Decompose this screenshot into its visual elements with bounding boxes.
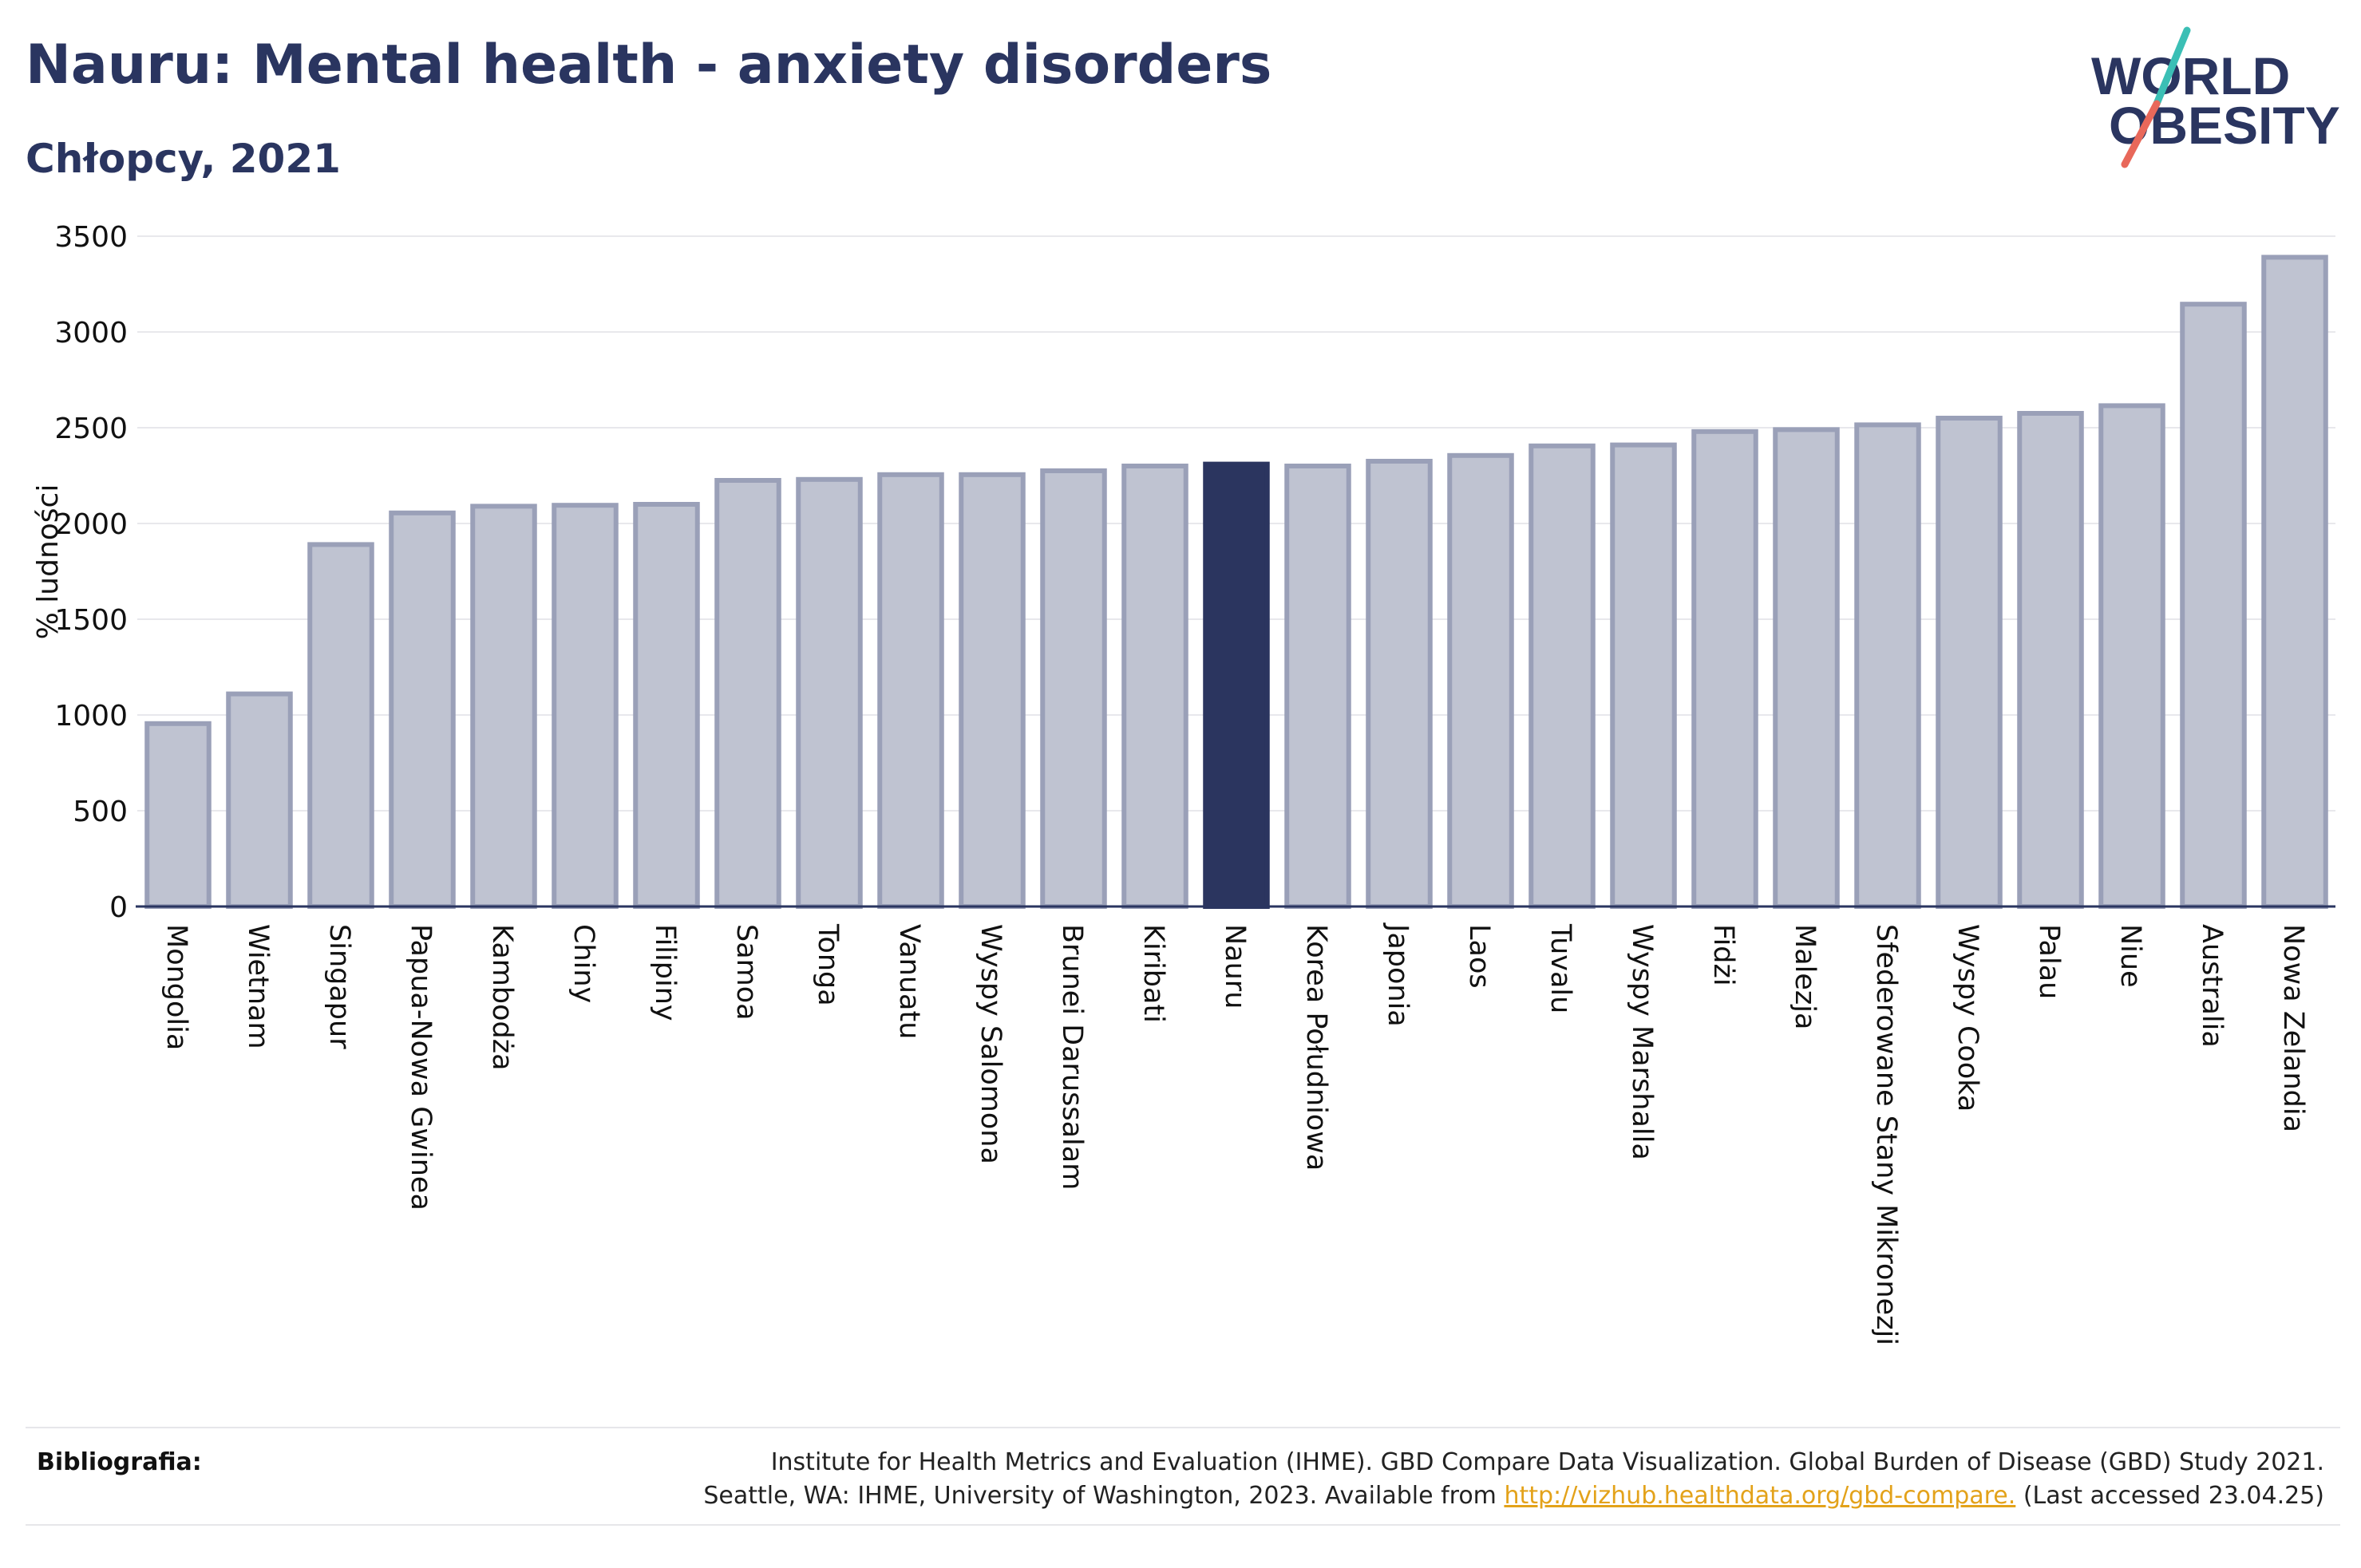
bar-filipiny: [633, 502, 700, 909]
y-tick-label: 2500: [54, 413, 128, 445]
x-tick-label: Korea Południowa: [1300, 924, 1332, 1171]
x-tick-label: Chiny: [568, 924, 599, 1003]
x-tick-label: Wyspy Salomona: [975, 924, 1006, 1164]
bar-tonga: [796, 476, 863, 909]
x-tick-label: Fidżi: [1707, 924, 1739, 986]
logo-slash-bottom: [2121, 100, 2161, 168]
x-tick-label: Singapur: [323, 924, 355, 1049]
x-tick-label: Sfederowane Stany Mikronezji: [1870, 924, 1902, 1345]
x-tick-label: Kiribati: [1137, 924, 1169, 1023]
x-tick-label: Nauru: [1219, 924, 1251, 1009]
x-tick-label: Japonia: [1382, 922, 1414, 1027]
x-tick-label: Filipiny: [649, 924, 681, 1021]
bar-sfederowane-stany-mikronezji: [1854, 422, 1921, 909]
bar-papua-nowa-gwinea: [389, 510, 456, 909]
x-tick-label: Niue: [2114, 924, 2146, 988]
bar-vanuatu: [877, 472, 944, 909]
world-obesity-logo: WORLD OBESITY: [2091, 26, 2340, 168]
bar-wyspy-salomona: [959, 472, 1026, 909]
bar-nauru: [1203, 461, 1270, 909]
bar-brunei-darussalam: [1040, 468, 1107, 909]
bibliography-line-2-suffix: (Last accessed 23.04.25): [2015, 1482, 2324, 1510]
bar-wyspy-cooka: [1936, 416, 2003, 909]
bar-wietnam: [226, 691, 293, 909]
bar-laos: [1447, 452, 1514, 909]
bibliography-line-2: Seattle, WA: IHME, University of Washing…: [703, 1482, 2324, 1510]
bar-niue: [2098, 403, 2165, 909]
bar-tuvalu: [1529, 443, 1596, 909]
x-tick-label: Mongolia: [160, 924, 192, 1050]
page-title: Nauru: Mental health - anxiety disorders: [26, 34, 1272, 97]
bars: [144, 255, 2328, 910]
bar-singapur: [307, 542, 374, 910]
x-tick-label: Nowa Zelandia: [2277, 924, 2309, 1132]
bar-kiribati: [1121, 464, 1188, 909]
x-tick-label: Tuvalu: [1544, 923, 1576, 1013]
y-tick-labels: 0 500 1000 1500 2000 2500 3000 3500: [54, 221, 128, 924]
logo-text-world: WORLD: [2091, 46, 2290, 105]
x-tick-label: Palau: [2033, 924, 2065, 999]
x-tick-label: Wyspy Cooka: [1952, 924, 1983, 1112]
y-tick-label: 500: [73, 796, 128, 828]
footer-divider-bottom: [26, 1524, 2340, 1526]
logo-slash-top: [2153, 26, 2191, 108]
y-axis-label: % ludności: [32, 484, 65, 640]
x-tick-label: Samoa: [730, 924, 762, 1021]
y-tick-label: 3500: [54, 221, 128, 254]
x-tick-label: Australia: [2196, 924, 2228, 1048]
y-tick-label: 3000: [54, 317, 128, 350]
bar-chart: 0 500 1000 1500 2000 2500 3000 3500 Mongolia Wie…: [32, 221, 2335, 1345]
bar-korea-południowa: [1284, 464, 1351, 909]
x-tick-label: Laos: [1463, 924, 1495, 989]
bar-australia: [2180, 302, 2247, 909]
x-tick-labels: Mongolia Wietnam Singapur Papua-Nowa Gwinea…: [160, 922, 2309, 1345]
footer-divider-top: [26, 1427, 2340, 1428]
y-tick-label: 1500: [54, 604, 128, 637]
bibliography-line-2-text: Seattle, WA: IHME, University of Washing…: [703, 1482, 1505, 1510]
x-tick-label: Brunei Darussalam: [1056, 924, 1088, 1190]
x-tick-label: Wietnam: [242, 924, 274, 1049]
bar-kambodża: [470, 504, 537, 910]
x-tick-label: Kambodża: [486, 924, 518, 1071]
bar-palau: [2017, 411, 2084, 909]
bar-fidżi: [1691, 429, 1758, 909]
page-subtitle: Chłopcy, 2021: [26, 136, 341, 182]
x-tick-label: Tonga: [812, 923, 844, 1006]
bar-japonia: [1366, 459, 1433, 909]
bar-malezja: [1773, 427, 1840, 909]
x-tick-label: Wyspy Marshalla: [1626, 924, 1658, 1160]
bar-mongolia: [144, 721, 212, 909]
bar-samoa: [714, 478, 781, 909]
bar-chiny: [552, 503, 619, 909]
bar-wyspy-marshalla: [1610, 442, 1677, 909]
x-tick-label: Vanuatu: [893, 924, 925, 1039]
y-tick-label: 1000: [54, 700, 128, 733]
y-tick-label: 0: [109, 891, 128, 924]
x-tick-label: Papua-Nowa Gwinea: [405, 924, 437, 1211]
bibliography-line-1: Institute for Health Metrics and Evaluat…: [770, 1448, 2324, 1476]
ihme-source-link[interactable]: http://vizhub.healthdata.org/gbd-compare…: [1504, 1482, 2016, 1510]
bar-nowa-zelandia: [2261, 255, 2328, 909]
y-tick-label: 2000: [54, 508, 128, 541]
x-tick-label: Malezja: [1789, 924, 1821, 1029]
bibliography-label: Bibliografia:: [37, 1448, 202, 1476]
